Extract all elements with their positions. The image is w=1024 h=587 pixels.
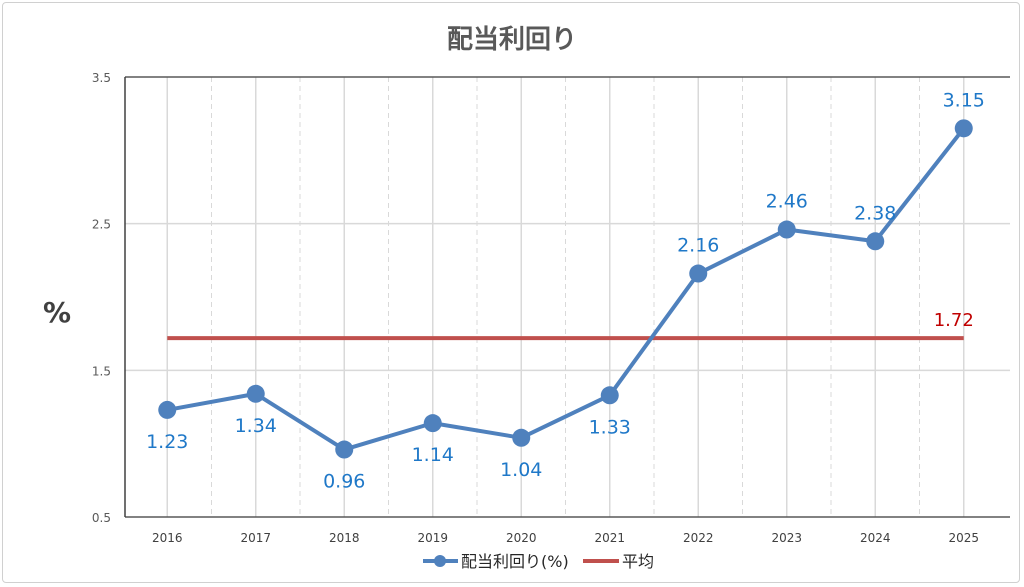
data-label: 1.23: [146, 431, 188, 453]
data-point: [866, 232, 885, 251]
data-point: [689, 264, 708, 283]
y-tick-label: 0.5: [92, 511, 111, 525]
data-label: 1.34: [235, 415, 277, 437]
legend-label: 平均: [622, 552, 654, 571]
data-point: [423, 414, 442, 433]
data-point: [954, 119, 973, 138]
data-point: [512, 428, 531, 447]
data-label: 1.33: [589, 416, 631, 438]
y-axis-label: %: [43, 296, 71, 329]
data-point: [600, 386, 619, 405]
chart-title: 配当利回り: [447, 25, 577, 55]
data-point: [777, 220, 796, 239]
x-tick-label: 2023: [771, 531, 802, 545]
y-tick-label: 1.5: [92, 364, 111, 378]
data-label: 0.96: [323, 471, 365, 493]
x-tick-label: 2025: [948, 531, 979, 545]
x-tick-label: 2019: [417, 531, 448, 545]
x-tick-label: 2017: [240, 531, 271, 545]
data-label: 3.15: [943, 89, 985, 111]
data-label: 2.38: [854, 202, 896, 224]
x-tick-label: 2016: [152, 531, 183, 545]
x-tick-label: 2022: [683, 531, 714, 545]
data-label: 1.14: [412, 444, 454, 466]
average-data-label: 1.72: [934, 310, 974, 331]
x-tick-label: 2024: [860, 531, 891, 545]
x-tick-label: 2020: [506, 531, 537, 545]
legend-marker-icon: [434, 555, 446, 567]
series-line: [166, 127, 966, 452]
x-tick-label: 2018: [329, 531, 360, 545]
legend-label: 配当利回り(%): [461, 552, 569, 571]
data-label: 2.46: [766, 191, 808, 213]
data-label: 1.04: [500, 459, 542, 481]
data-label: 2.16: [677, 235, 719, 257]
y-tick-label: 2.5: [92, 218, 111, 232]
x-tick-label: 2021: [594, 531, 625, 545]
data-point: [246, 384, 265, 403]
data-point: [335, 440, 354, 459]
data-point: [158, 400, 177, 419]
y-tick-label: 3.5: [92, 71, 111, 85]
